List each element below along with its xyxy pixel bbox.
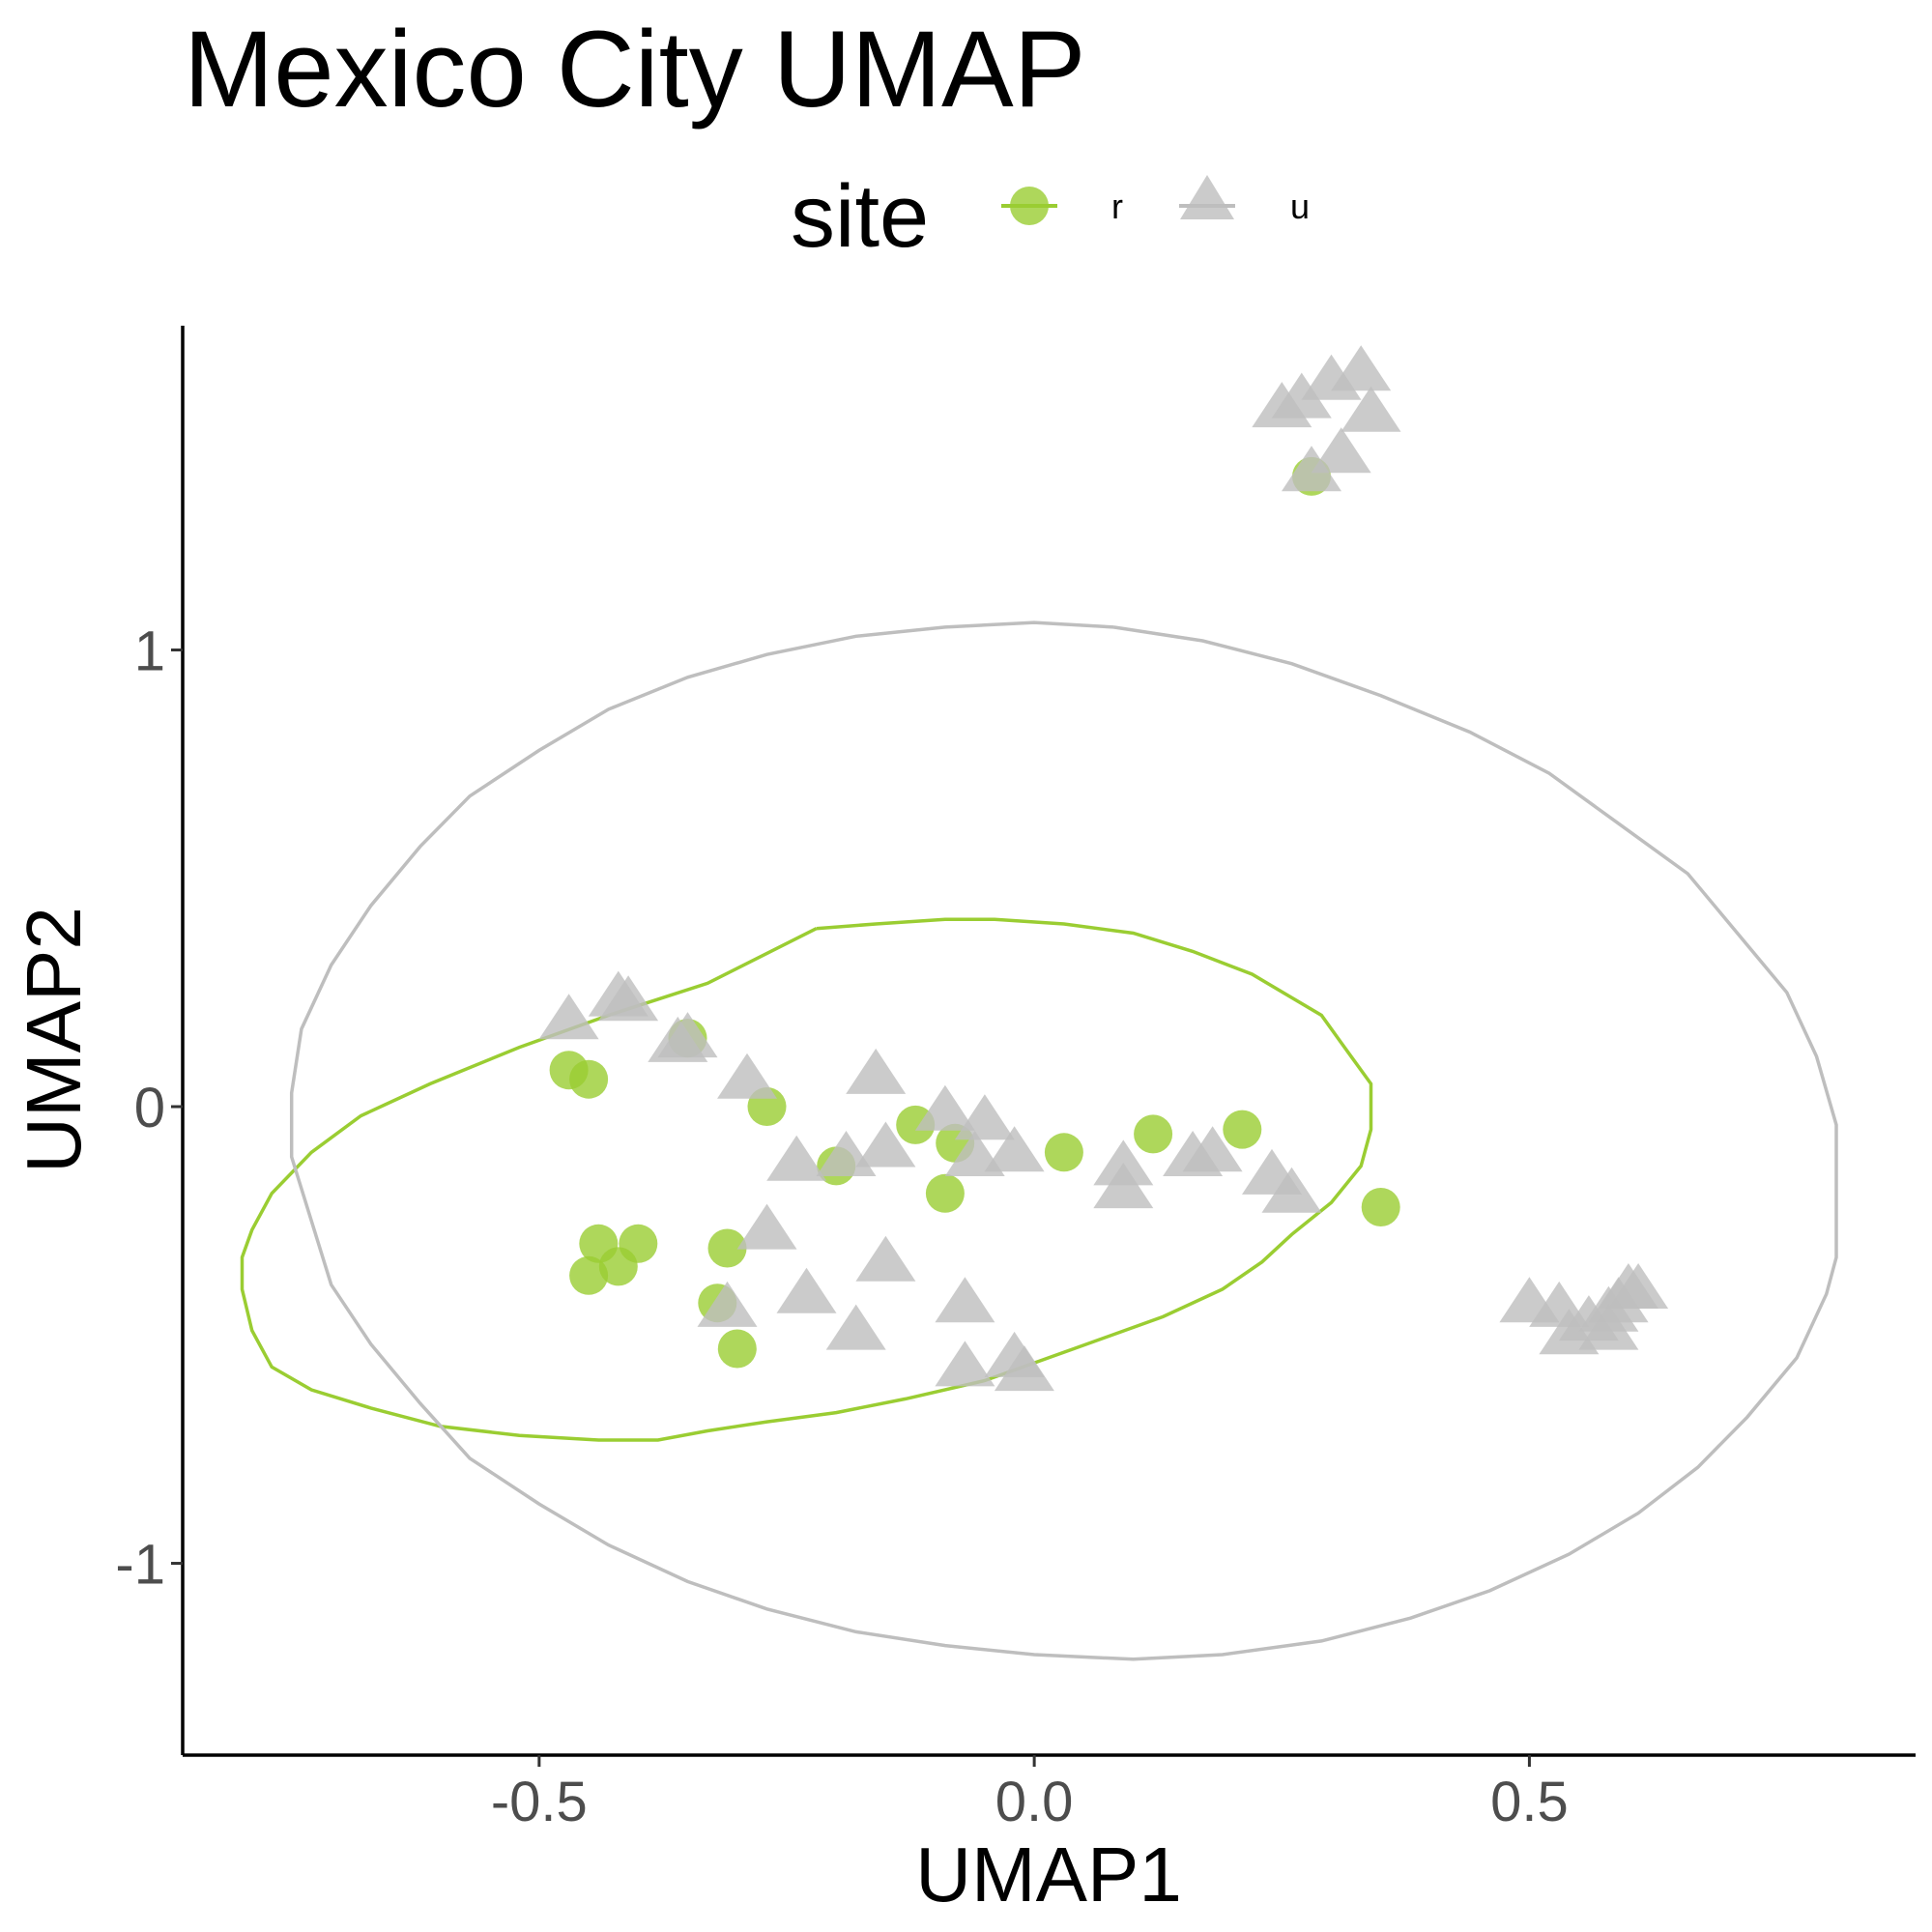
point-u-10 — [984, 1126, 1045, 1172]
point-u-15 — [1093, 1163, 1154, 1209]
point-r-16 — [707, 1228, 747, 1268]
point-u-14 — [1093, 1139, 1154, 1186]
point-u-35 — [1282, 446, 1341, 492]
legend: site r u — [791, 167, 1310, 266]
x-axis-ticks: -0.5 0.0 0.5 — [491, 1755, 1569, 1833]
point-u-24 — [935, 1277, 995, 1323]
point-u-26 — [935, 1341, 995, 1387]
chart-title: Mexico City UMAP — [184, 9, 1085, 130]
y-tick-label-1: 0 — [134, 1077, 165, 1139]
y-tick-label-2: 1 — [134, 620, 165, 682]
point-r-5 — [896, 1105, 936, 1144]
point-r-7 — [925, 1173, 965, 1213]
point-r-1 — [569, 1059, 609, 1099]
point-u-17 — [1182, 1126, 1243, 1172]
point-u-5 — [717, 1053, 777, 1099]
x-tick-label-0: -0.5 — [491, 1771, 588, 1833]
x-axis-title: UMAP1 — [915, 1831, 1182, 1918]
legend-title: site — [791, 167, 929, 266]
point-u-2 — [598, 975, 659, 1022]
point-r-9 — [1134, 1114, 1173, 1154]
x-tick-label-2: 0.5 — [1490, 1771, 1569, 1833]
point-u-6 — [846, 1048, 907, 1094]
x-tick-label-1: 0.0 — [995, 1771, 1074, 1833]
legend-key-u-symbol — [1180, 175, 1234, 219]
point-r-14 — [598, 1247, 638, 1286]
point-u-25 — [825, 1304, 886, 1350]
point-u-21 — [855, 1235, 916, 1282]
point-u-11 — [944, 1131, 1005, 1176]
point-u-9 — [855, 1121, 916, 1168]
point-u-28 — [994, 1345, 1054, 1392]
point-u-12 — [816, 1131, 877, 1176]
point-r-18 — [717, 1329, 757, 1369]
point-u-13 — [766, 1135, 827, 1181]
point-u-44 — [1539, 1309, 1600, 1355]
point-u-33 — [1341, 386, 1401, 432]
point-u-8 — [954, 1094, 1015, 1140]
legend-key-u — [1179, 175, 1235, 219]
point-u-32 — [1331, 345, 1392, 391]
plot-area — [240, 345, 1838, 1661]
point-u-7 — [914, 1084, 975, 1131]
point-u-19 — [1261, 1167, 1322, 1213]
point-u-42 — [1608, 1263, 1669, 1309]
point-r-8 — [1044, 1133, 1083, 1172]
point-r-15 — [569, 1255, 609, 1295]
point-u-23 — [697, 1281, 758, 1327]
point-u-37 — [1529, 1281, 1590, 1327]
point-u-22 — [776, 1267, 837, 1313]
point-u-0 — [538, 994, 599, 1040]
y-axis-title: UMAP2 — [11, 907, 97, 1173]
point-u-34 — [1311, 427, 1371, 474]
legend-key-r — [1001, 187, 1057, 225]
y-axis-ticks: -1 0 1 — [115, 620, 183, 1597]
y-tick-label-0: -1 — [115, 1534, 165, 1597]
point-u-4 — [657, 1012, 718, 1058]
ellipse-r — [240, 917, 1373, 1442]
point-u-20 — [736, 1203, 797, 1250]
point-u-43 — [1578, 1304, 1639, 1350]
point-r-11 — [1361, 1188, 1400, 1226]
legend-label-u: u — [1290, 187, 1310, 226]
point-u-30 — [1271, 372, 1332, 418]
legend-label-r: r — [1111, 187, 1123, 226]
legend-key-r-symbol — [1010, 187, 1049, 225]
ellipse-u — [289, 620, 1838, 1661]
point-r-10 — [1223, 1110, 1262, 1149]
